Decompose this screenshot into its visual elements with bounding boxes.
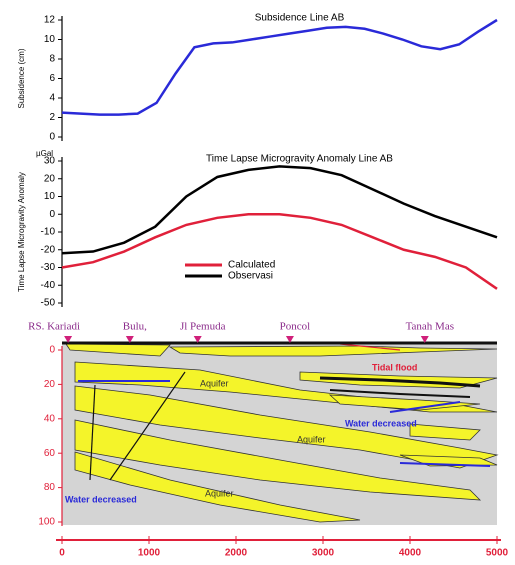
y-tick-label: 80 [44, 482, 56, 493]
annotation: Aquifer [205, 488, 234, 498]
legend-label: Calculated [228, 260, 275, 271]
y-tick-label: 20 [44, 173, 56, 184]
x-tick-label: 3000 [312, 548, 335, 559]
y-tick-label: 10 [44, 191, 56, 202]
y-tick-label: 12 [44, 15, 56, 26]
y-tick-label: -10 [41, 227, 56, 238]
x-tick-label: 0 [59, 548, 65, 559]
x-tick-label: 4000 [399, 548, 422, 559]
legend-label: Observasi [228, 271, 273, 282]
y-tick-label: 8 [49, 54, 55, 65]
y-tick-label: 0 [49, 209, 55, 220]
y-tick-label: 6 [49, 73, 55, 84]
location-label: Poncol [280, 321, 311, 333]
y-tick-label: 0 [49, 132, 55, 143]
chart-title: Subsidence Line AB [255, 13, 345, 24]
data-line [62, 20, 497, 115]
y-tick-label: -50 [41, 298, 56, 309]
location-label: Jl Pemuda [180, 321, 226, 333]
location-label: Bulu, [123, 321, 147, 333]
unit-label: µGal [36, 149, 53, 158]
data-line [62, 166, 497, 253]
y-axis-label: Time Lapse Microgravity Anomaly [17, 172, 26, 292]
location-label: RS. Kariadi [28, 321, 80, 333]
annotation: Water decreased [65, 494, 137, 504]
y-tick-label: 0 [49, 345, 55, 356]
y-tick-label: 60 [44, 448, 56, 459]
annotation: Tidal flood [372, 362, 417, 372]
annotation: Water decreased [345, 418, 417, 428]
y-tick-label: 100 [38, 517, 55, 528]
x-tick-label: 2000 [225, 548, 248, 559]
y-tick-label: -30 [41, 262, 56, 273]
y-tick-label: 10 [44, 34, 56, 45]
figure: 0 2 4 6 8 10 12 Subsidence Line AB Subsidence (c… [0, 0, 515, 565]
y-tick-label: 4 [49, 93, 55, 104]
data-line [62, 214, 497, 289]
annotation: Aquifer [200, 378, 229, 388]
annotation: Aquifer [297, 434, 326, 444]
location-label: Tanah Mas [406, 321, 454, 333]
x-tick-label: 1000 [138, 548, 161, 559]
y-tick-label: -20 [41, 244, 56, 255]
y-axis-label: Subsidence (cm) [17, 48, 26, 108]
chart-title: Time Lapse Microgravity Anomaly Line AB [206, 154, 393, 165]
x-tick-label: 5000 [486, 548, 509, 559]
y-tick-label: 2 [49, 112, 55, 123]
y-tick-label: -40 [41, 280, 56, 291]
y-tick-label: 20 [44, 379, 56, 390]
y-tick-label: 40 [44, 413, 56, 424]
